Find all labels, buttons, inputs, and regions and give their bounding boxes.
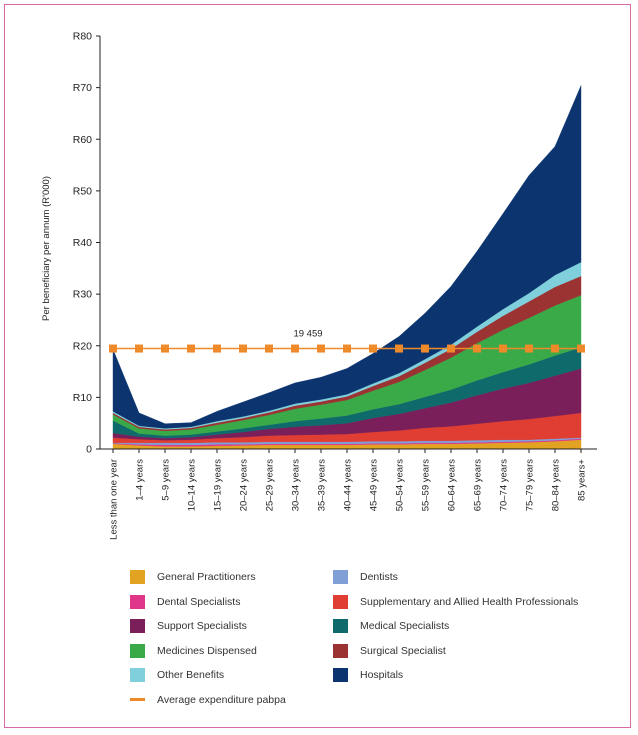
y-tick-label: R40 — [73, 237, 92, 249]
x-tick-label: 55–59 years — [421, 459, 432, 512]
legend-item: Medical Specialists — [333, 617, 449, 635]
y-tick-label: R60 — [73, 134, 92, 146]
legend-item: Supplementary and Allied Health Professi… — [333, 593, 578, 611]
stacked-area-chart: 0 R10 R20 R30 R40 R50 R60 R70 R80 Per beneficiary… — [41, 31, 597, 540]
legend-swatch — [130, 570, 145, 584]
average-marker — [109, 344, 117, 353]
legend-label: Support Specialists — [157, 620, 247, 632]
average-marker — [291, 344, 299, 353]
y-tick-label: R30 — [73, 289, 92, 301]
average-marker — [551, 344, 559, 353]
legend-swatch — [130, 698, 145, 701]
legend-swatch — [130, 643, 145, 658]
legend-label: Hospitals — [360, 669, 404, 681]
legend-label: Supplementary and Allied Health Professi… — [360, 595, 579, 608]
average-marker — [499, 344, 507, 353]
legend-item: Other Benefits — [130, 666, 224, 684]
legend-swatch — [333, 594, 348, 609]
average-value-label: 19 459 — [293, 329, 322, 340]
legend-item: Support Specialists — [130, 617, 247, 635]
x-tick-label: 60–64 years — [447, 459, 458, 512]
x-tick-label: 10–14 years — [187, 459, 198, 512]
legend-item: Hospitals — [333, 666, 403, 684]
average-marker — [213, 344, 221, 353]
average-marker — [421, 344, 429, 353]
legend-item: Medicines Dispensed — [130, 642, 257, 660]
y-tick-label: R70 — [73, 82, 92, 94]
average-marker — [135, 344, 143, 353]
legend-item: Dental Specialists — [130, 593, 240, 611]
x-tick-label: 35–39 years — [317, 459, 328, 512]
x-tick-label: 50–54 years — [395, 459, 406, 512]
x-tick-label: 80–84 years — [551, 459, 562, 512]
legend-label: Dentists — [360, 571, 398, 583]
y-tick-label: R80 — [73, 31, 92, 43]
x-tick-label: 1–4 years — [135, 459, 146, 501]
legend-item: General Practitioners — [130, 568, 256, 586]
x-tick-label: 5–9 years — [161, 459, 172, 501]
figure-frame — [4, 4, 631, 728]
y-axis-label: Per beneficiary per annum (R'000) — [41, 176, 52, 321]
legend-swatch — [130, 594, 145, 609]
legend-label: Surgical Specialist — [360, 644, 446, 657]
average-marker — [525, 344, 533, 353]
axes: 0 R10 R20 R30 R40 R50 R60 R70 R80 Per beneficiary… — [41, 31, 597, 540]
x-tick-label: Less than one year — [109, 459, 120, 540]
legend-swatch — [333, 619, 348, 633]
x-tick-label: 30–34 years — [291, 459, 302, 512]
legend-label: Medical Specialists — [360, 620, 450, 632]
legend-label: Medicines Dispensed — [157, 644, 257, 657]
legend-swatch — [130, 619, 145, 633]
average-marker — [343, 344, 351, 353]
legend-swatch — [130, 668, 145, 682]
x-tick-label: 40–44 years — [343, 459, 354, 512]
legend-item: Average expenditure pabpa — [130, 691, 286, 709]
x-tick-label: 75–79 years — [525, 459, 536, 512]
x-tick-label: 70–74 years — [499, 459, 510, 512]
average-marker — [187, 344, 195, 353]
x-tick-label: 15–19 years — [213, 459, 224, 512]
legend-item: Dentists — [333, 568, 398, 586]
average-marker — [577, 344, 585, 353]
legend-label: General Practitioners — [157, 571, 256, 583]
x-tick-label: 45–49 years — [369, 459, 380, 512]
average-marker — [447, 344, 455, 353]
legend-label: Other Benefits — [157, 669, 225, 681]
x-tick-label: 25–29 years — [265, 459, 276, 512]
area-layers — [112, 85, 582, 450]
x-tick-label: 85 years+ — [577, 459, 588, 501]
average-marker — [395, 344, 403, 353]
legend-item: Surgical Specialist — [333, 642, 446, 660]
average-marker — [265, 344, 273, 353]
average-marker — [317, 344, 325, 353]
y-tick-label: R10 — [73, 392, 92, 404]
average-marker — [473, 344, 481, 353]
average-marker — [239, 344, 247, 353]
x-tick-label: 20–24 years — [239, 459, 250, 512]
y-tick-label: R20 — [73, 340, 92, 352]
legend-label: Average expenditure pabpa — [157, 693, 286, 706]
average-marker — [161, 344, 169, 353]
y-tick-label: R50 — [73, 185, 92, 197]
area-series-hospitals — [112, 85, 582, 429]
average-line-group: 19 459 — [109, 329, 585, 353]
average-marker — [369, 344, 377, 353]
legend-swatch — [333, 570, 348, 584]
x-tick-label: 65–69 years — [473, 459, 484, 512]
legend-swatch — [333, 643, 348, 658]
legend-label: Dental Specialists — [157, 595, 241, 608]
y-tick-label: 0 — [86, 444, 92, 456]
legend-swatch — [333, 668, 348, 682]
